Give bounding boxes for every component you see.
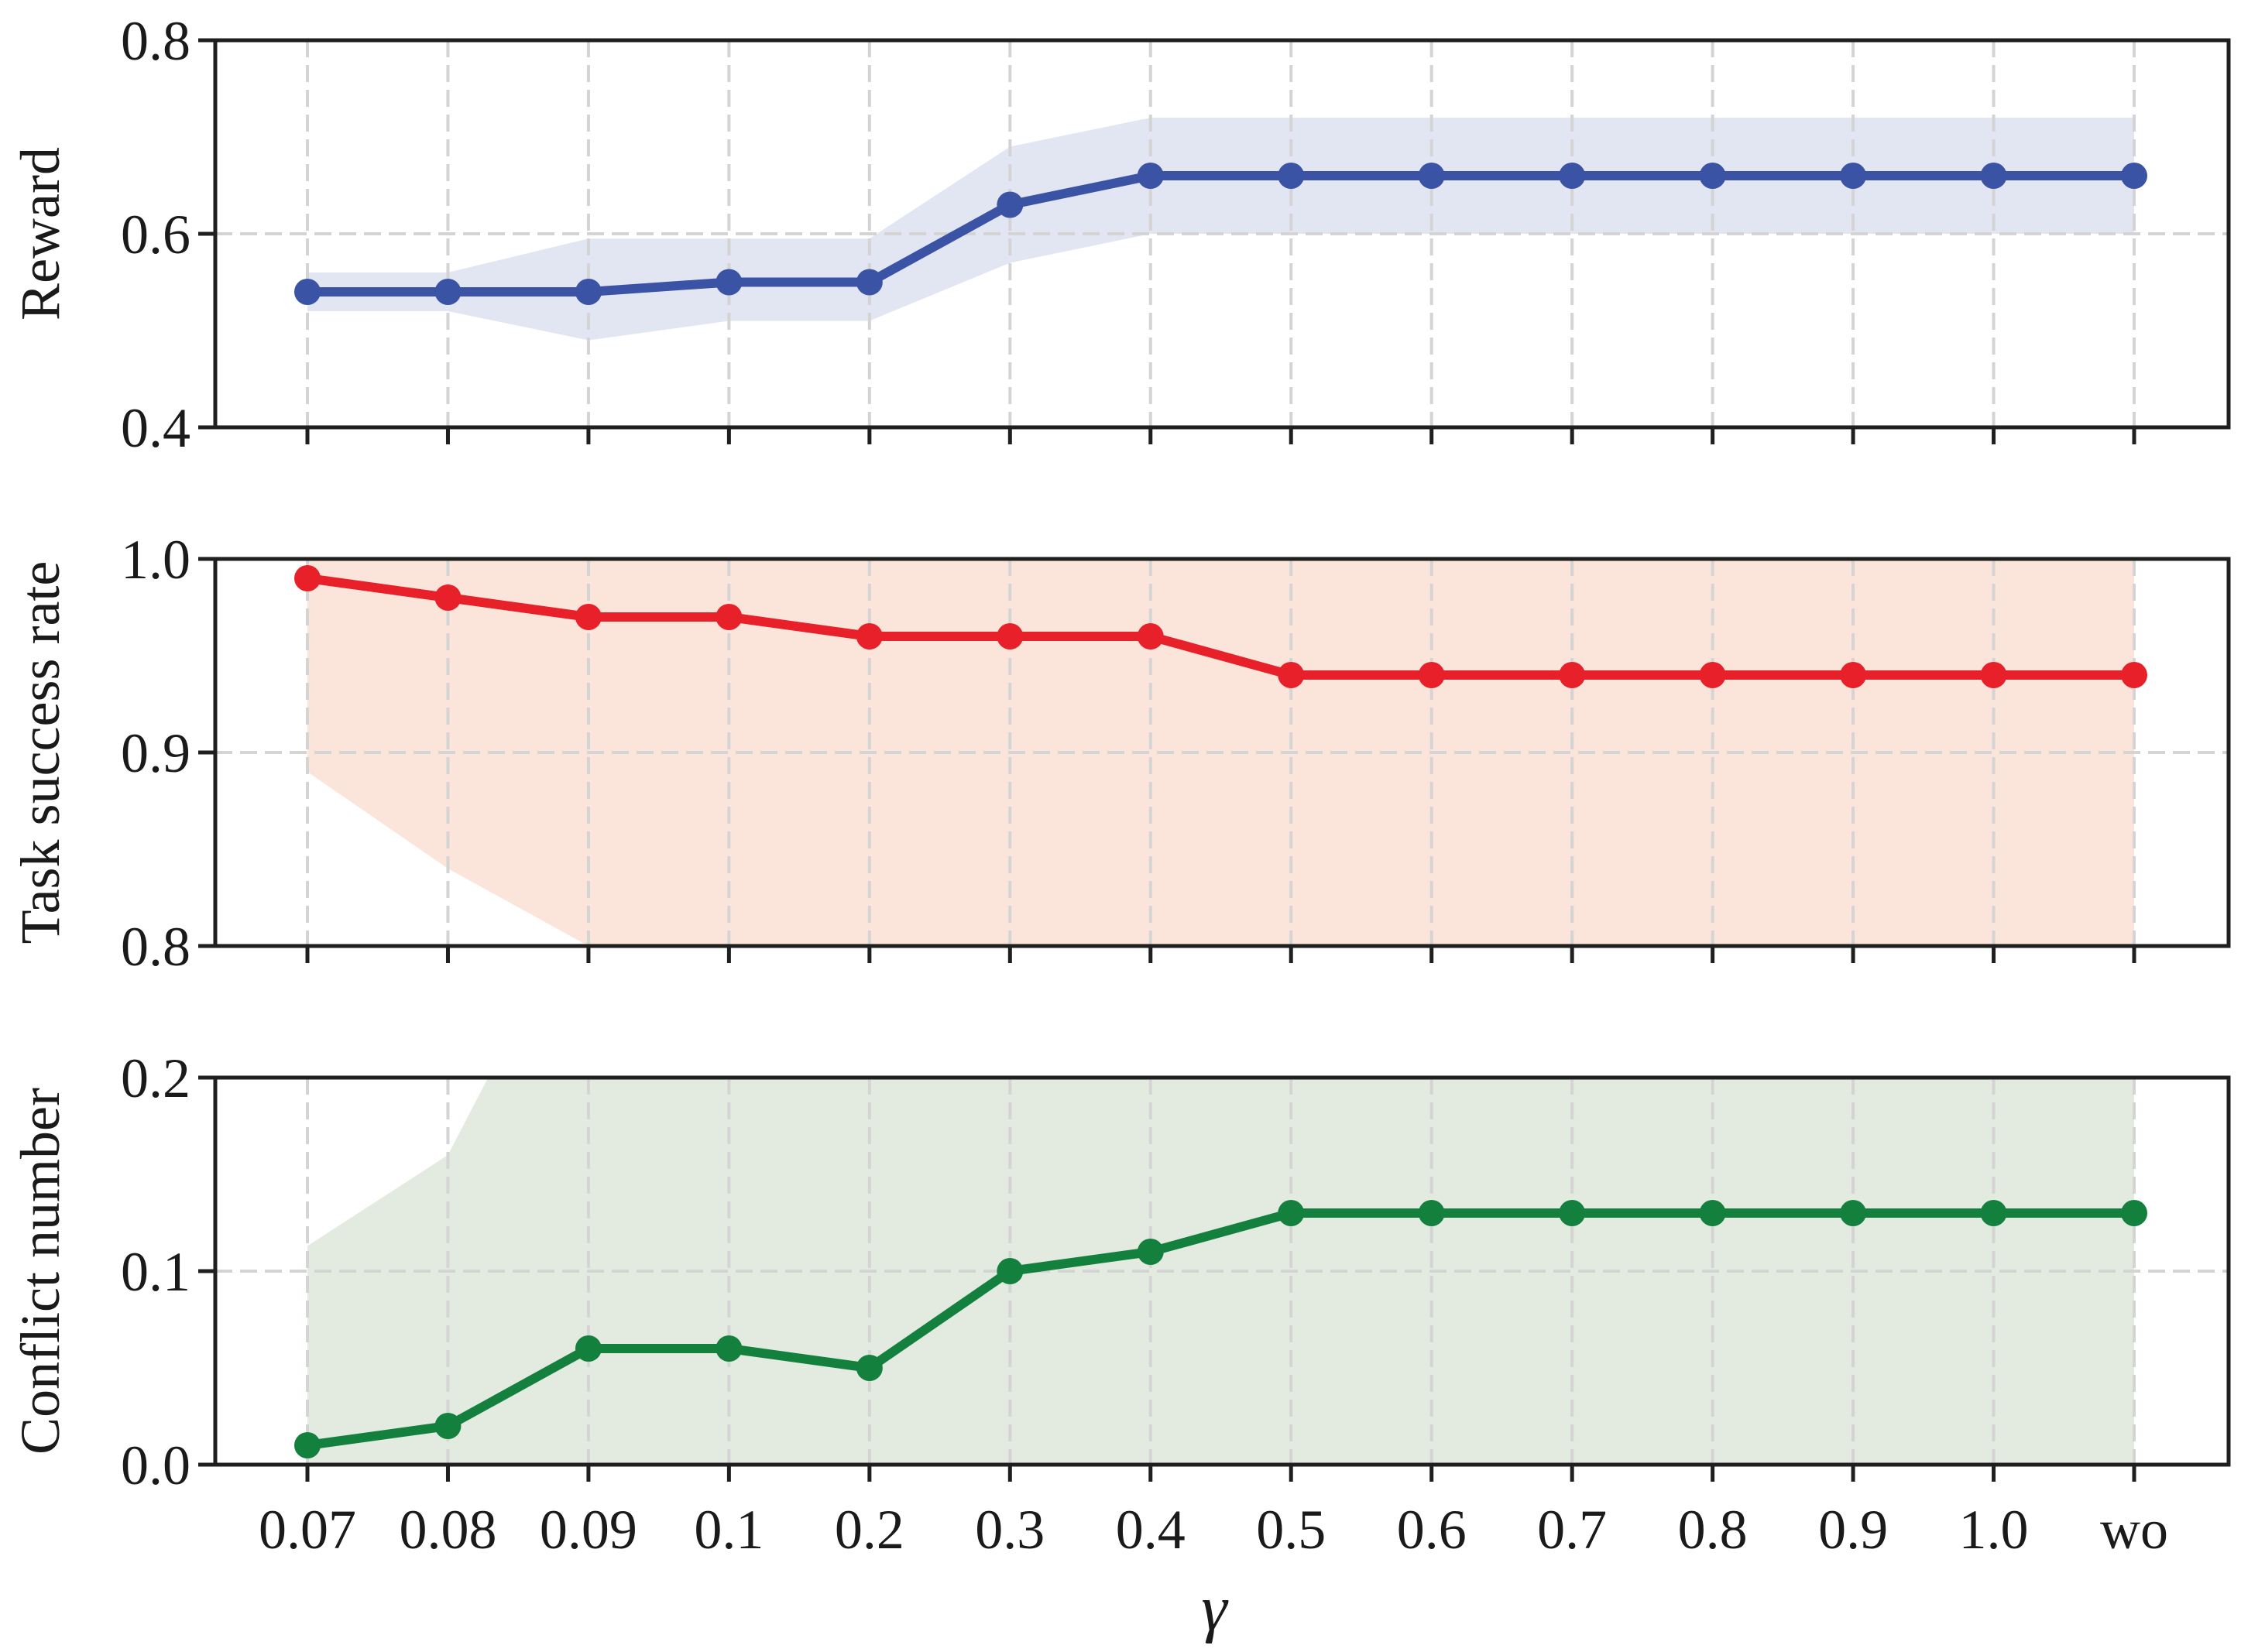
data-point	[716, 269, 743, 296]
data-point	[434, 279, 462, 305]
data-point	[1278, 163, 1305, 189]
data-point	[716, 604, 743, 630]
panels: 0.4 0.6 0.8 Reward 0.8 0.9 1.0 Task success rat…	[9, 10, 2231, 1561]
data-point	[1980, 1200, 2007, 1226]
data-point	[1840, 163, 1867, 189]
data-point	[1699, 163, 1726, 189]
data-point	[2121, 163, 2147, 189]
data-point	[856, 1355, 883, 1381]
data-point	[1559, 163, 1586, 189]
y-tick-label: 0.8	[121, 10, 190, 72]
x-tick-label: 1.0	[1959, 1499, 2029, 1561]
series-line	[303, 574, 2139, 680]
data-point	[856, 269, 883, 296]
confidence-band	[307, 1078, 2134, 1465]
x-tick-label: 0.7	[1537, 1499, 1607, 1561]
data-point	[2121, 662, 2147, 688]
y-axis-label: Reward	[9, 147, 71, 320]
series-line	[303, 1208, 2139, 1450]
x-tick-label: 0.3	[975, 1499, 1045, 1561]
data-point	[575, 279, 602, 305]
x-tick-label: wo	[2100, 1499, 2168, 1561]
panel-2: 0.8 0.9 1.0 Task success rate	[9, 529, 2231, 978]
y-tick-label: 0.1	[121, 1241, 190, 1303]
plot-area	[215, 40, 2229, 427]
panel-3: 0.0 0.1 0.2 Conflict number 0.07 0.08 0.09 0.1 0…	[9, 1047, 2231, 1561]
data-point	[294, 1432, 321, 1458]
data-point	[997, 623, 1024, 649]
data-point	[1278, 1200, 1305, 1226]
y-tick-label: 0.9	[121, 722, 190, 784]
confidence-band	[307, 559, 2134, 946]
data-point	[434, 584, 462, 611]
x-tick-label: 0.1	[694, 1499, 764, 1561]
x-tick-label: 0.8	[1678, 1499, 1748, 1561]
y-tick-label: 1.0	[121, 529, 190, 591]
x-axis-label: γ	[1201, 1572, 1228, 1644]
data-point	[1418, 163, 1445, 189]
x-tick-label: 0.08	[399, 1499, 496, 1561]
panel-1: 0.4 0.6 0.8 Reward	[9, 10, 2231, 459]
plot-area	[215, 559, 2229, 946]
plot-area	[215, 1078, 2229, 1465]
x-tick-label: 0.07	[259, 1499, 356, 1561]
confidence-band	[307, 118, 2134, 341]
data-point	[1699, 1200, 1726, 1226]
x-tick-label: 0.4	[1116, 1499, 1186, 1561]
y-tick-label: 0.8	[121, 916, 190, 978]
data-point	[1559, 662, 1586, 688]
data-point	[1980, 662, 2007, 688]
data-point	[856, 623, 883, 649]
data-point	[1418, 1200, 1445, 1226]
x-tick-label: 0.09	[540, 1499, 637, 1561]
y-tick-label: 0.2	[121, 1047, 190, 1109]
y-tick-label: 0.4	[121, 397, 190, 459]
data-point	[1137, 623, 1164, 649]
data-point	[294, 279, 321, 305]
y-tick-label: 0.0	[121, 1434, 190, 1496]
y-axis-label: Task success rate	[9, 561, 71, 944]
data-point	[997, 191, 1024, 218]
x-tick-label: 0.2	[835, 1499, 904, 1561]
data-point	[434, 1413, 462, 1439]
x-tick-label: 0.6	[1397, 1499, 1467, 1561]
data-point	[997, 1258, 1024, 1284]
data-point	[1699, 662, 1726, 688]
y-axis-label: Conflict number	[9, 1088, 71, 1455]
data-point	[1980, 163, 2007, 189]
data-point	[1137, 163, 1164, 189]
data-point	[1559, 1200, 1586, 1226]
series-line	[303, 171, 2139, 296]
x-tick-label: 0.9	[1818, 1499, 1888, 1561]
data-point	[575, 1335, 602, 1362]
data-point	[1840, 662, 1867, 688]
data-point	[294, 565, 321, 591]
data-point	[1840, 1200, 1867, 1226]
x-tick-label: 0.5	[1256, 1499, 1326, 1561]
data-point	[2121, 1200, 2147, 1226]
data-point	[575, 604, 602, 630]
data-point	[1418, 662, 1445, 688]
data-point	[1137, 1239, 1164, 1265]
data-point	[716, 1335, 743, 1362]
y-tick-label: 0.6	[121, 204, 190, 266]
data-point	[1278, 662, 1305, 688]
